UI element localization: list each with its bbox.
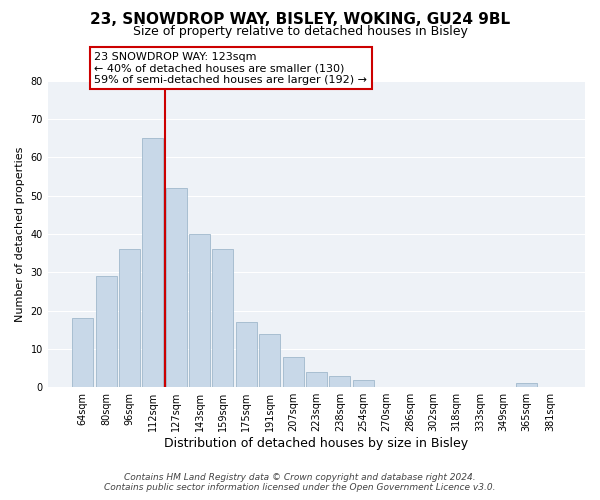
- Bar: [212, 250, 233, 387]
- Bar: [306, 372, 327, 387]
- Bar: [166, 188, 187, 387]
- Bar: [72, 318, 93, 387]
- Text: 23, SNOWDROP WAY, BISLEY, WOKING, GU24 9BL: 23, SNOWDROP WAY, BISLEY, WOKING, GU24 9…: [90, 12, 510, 28]
- X-axis label: Distribution of detached houses by size in Bisley: Distribution of detached houses by size …: [164, 437, 469, 450]
- Bar: [189, 234, 210, 387]
- Bar: [516, 384, 537, 387]
- Bar: [95, 276, 116, 387]
- Text: Size of property relative to detached houses in Bisley: Size of property relative to detached ho…: [133, 25, 467, 38]
- Bar: [329, 376, 350, 387]
- Text: Contains HM Land Registry data © Crown copyright and database right 2024.
Contai: Contains HM Land Registry data © Crown c…: [104, 473, 496, 492]
- Bar: [119, 250, 140, 387]
- Bar: [283, 356, 304, 387]
- Bar: [236, 322, 257, 387]
- Y-axis label: Number of detached properties: Number of detached properties: [15, 146, 25, 322]
- Bar: [142, 138, 163, 387]
- Bar: [353, 380, 374, 387]
- Text: 23 SNOWDROP WAY: 123sqm
← 40% of detached houses are smaller (130)
59% of semi-d: 23 SNOWDROP WAY: 123sqm ← 40% of detache…: [94, 52, 367, 84]
- Bar: [259, 334, 280, 387]
